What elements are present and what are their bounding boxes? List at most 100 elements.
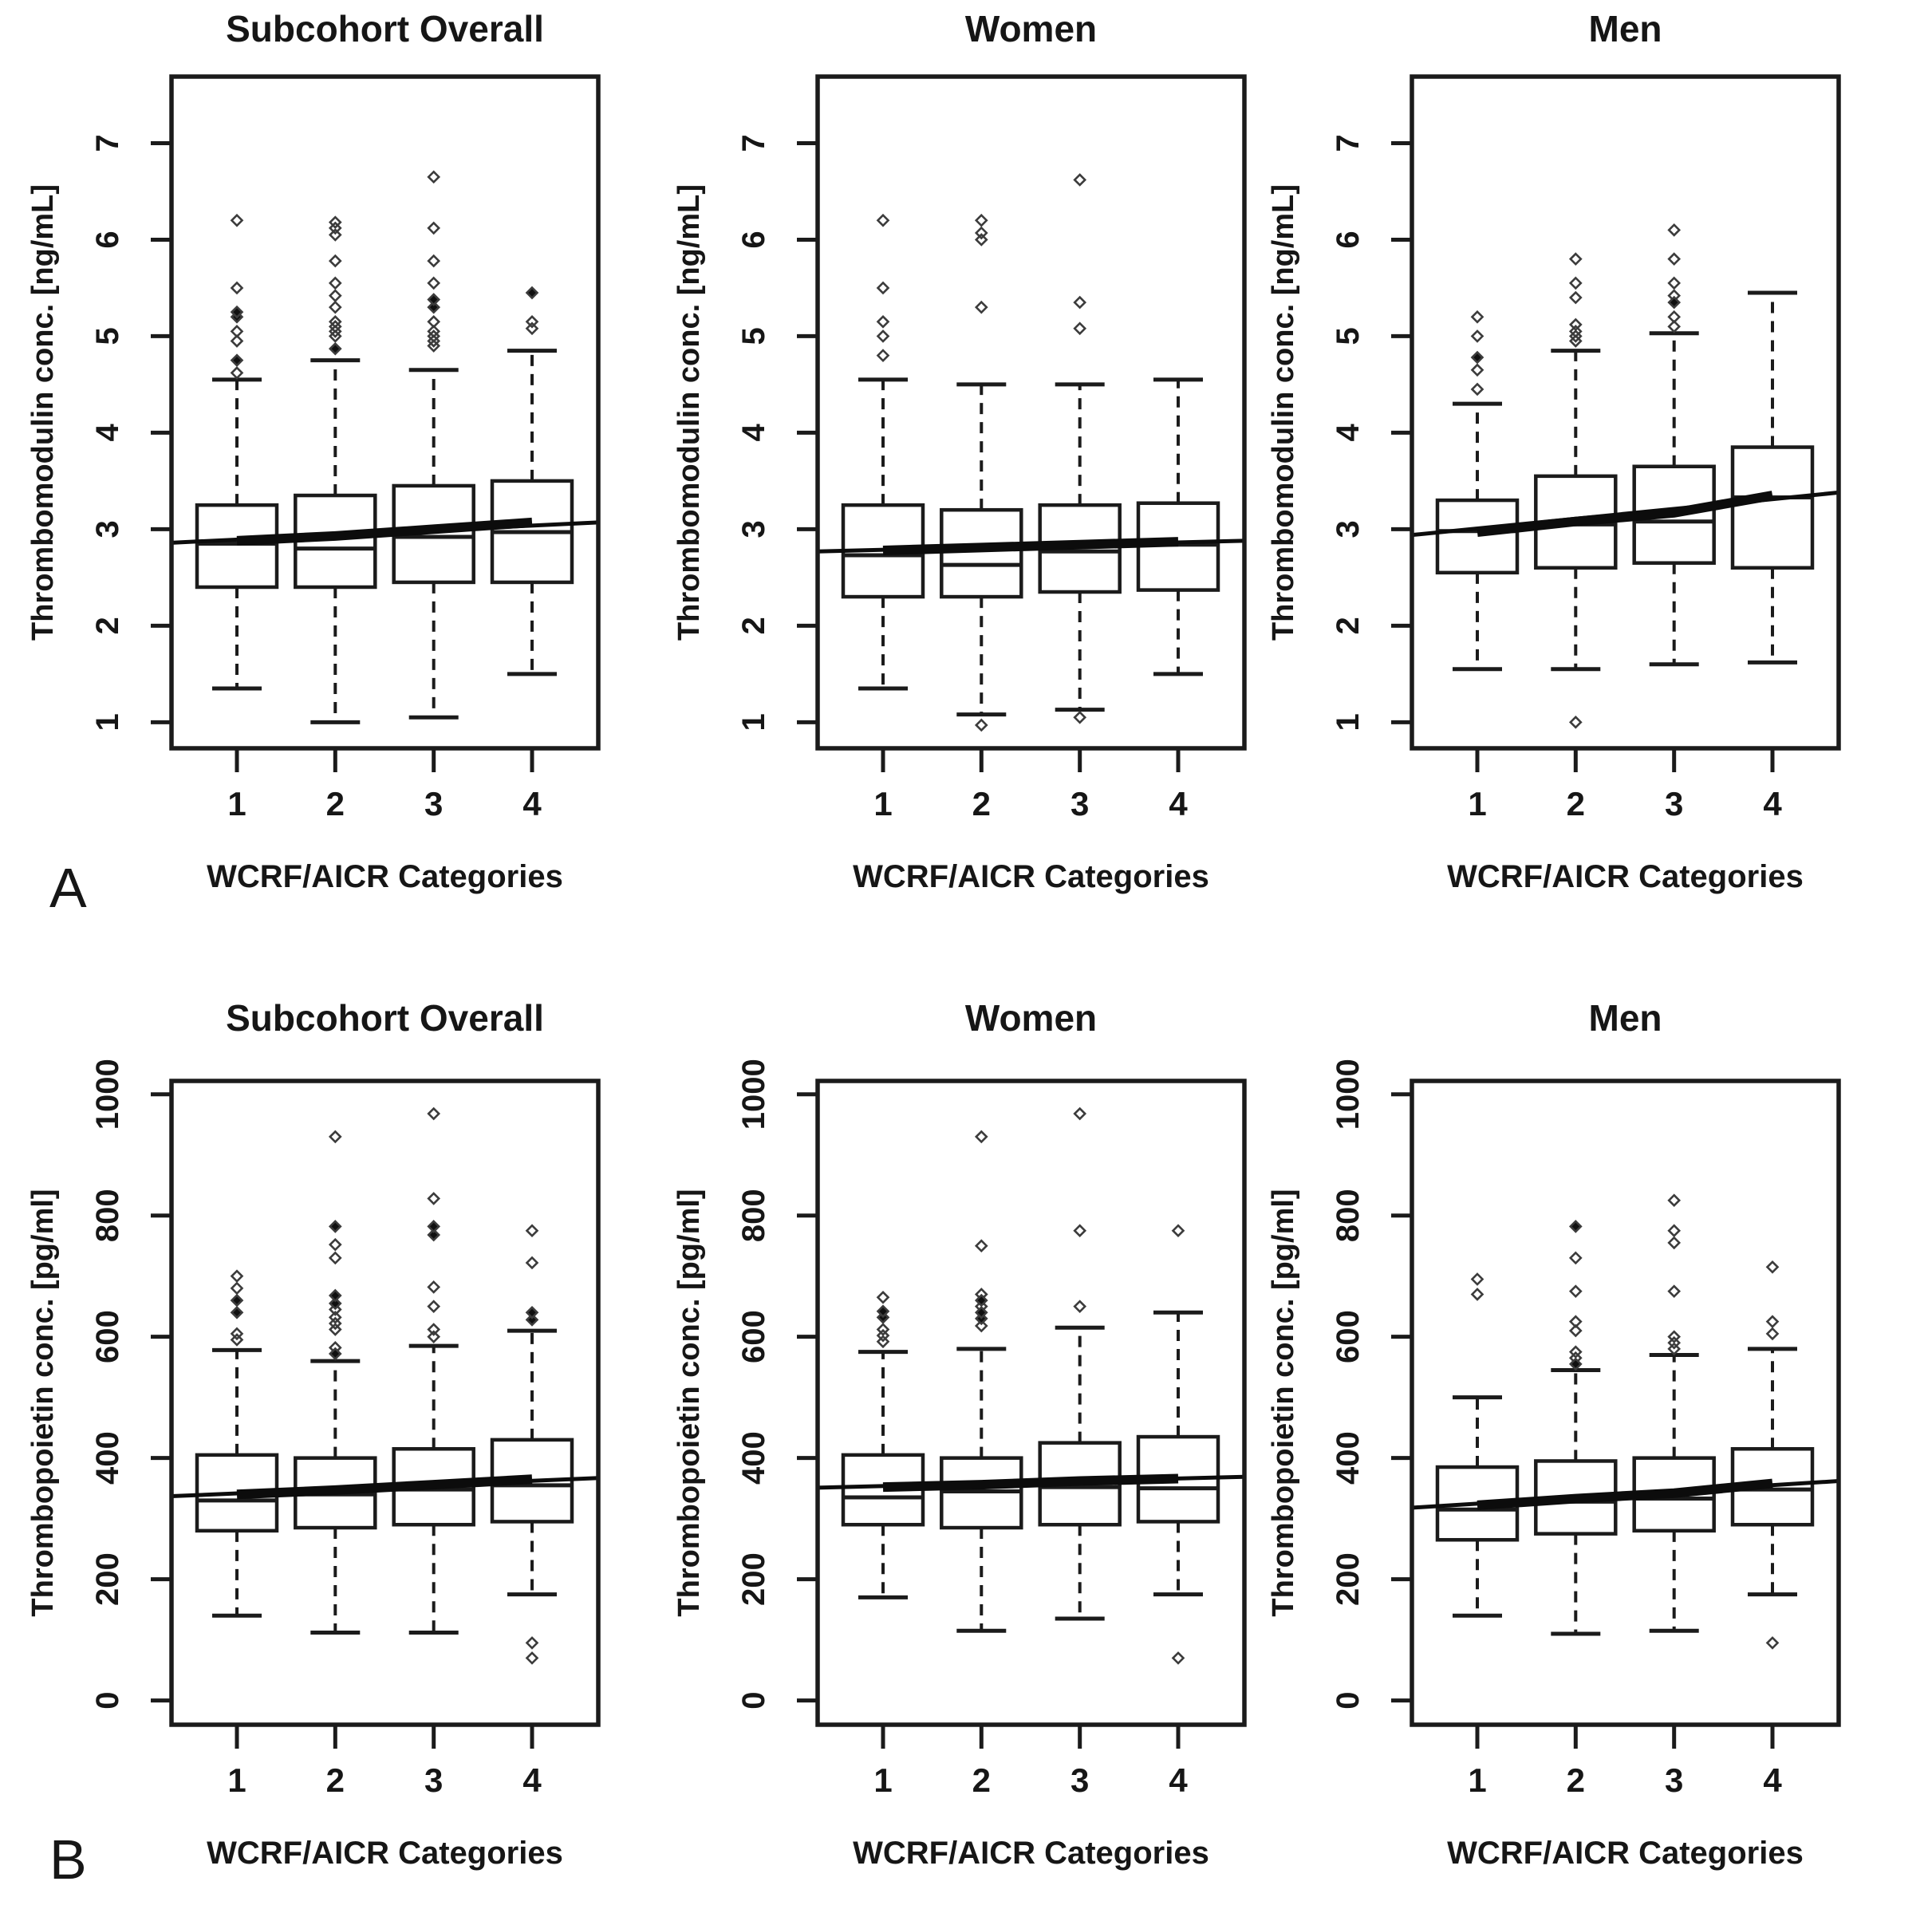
- x-axis-tick-label: 3: [1665, 785, 1683, 822]
- outlier-point-open: [1667, 1224, 1682, 1238]
- outlier-point-open: [1667, 1284, 1682, 1299]
- y-axis-tick-label: 5: [1331, 327, 1366, 345]
- outlier-point-open: [974, 1239, 988, 1253]
- outlier-point-open: [876, 349, 890, 362]
- y-axis-tick-label: 2: [90, 617, 125, 634]
- trend-line: [1411, 1479, 1839, 1510]
- outlier-point-open: [427, 1300, 441, 1314]
- outlier-point-open: [876, 1323, 890, 1336]
- y-axis-tick-label: 4: [736, 424, 771, 442]
- panel-a-women: Women Thrombomodulin conc. [ng/mL] 1 2 3 4 5 6 7…: [672, 8, 1247, 894]
- plot-border: [1410, 74, 1841, 751]
- outlier-point-open: [427, 1323, 441, 1336]
- outlier-point-open: [1568, 1345, 1583, 1359]
- x-axis-tick-label: 1: [873, 1761, 892, 1799]
- outlier-point-filled: [230, 1293, 244, 1308]
- boxplot-category-1: [195, 1347, 279, 1618]
- y-axis-tick-label: 1: [736, 713, 771, 731]
- outlier-point-open: [1765, 1260, 1780, 1274]
- outlier-point-open: [525, 321, 539, 336]
- outlier-point-open: [876, 1328, 890, 1343]
- y-axis-tick-label: 1: [1331, 713, 1366, 731]
- plot-border: [815, 74, 1247, 751]
- plot-border: [1410, 1079, 1841, 1727]
- outlier-point-open: [525, 1636, 539, 1650]
- outlier-point-open: [328, 300, 342, 314]
- outlier-point-open: [876, 1335, 890, 1349]
- trend-line: [1411, 490, 1839, 538]
- outlier-point-open: [1073, 295, 1087, 310]
- outlier-point-filled: [525, 1305, 539, 1319]
- outlier-point-open: [230, 1269, 244, 1284]
- outlier-point-open: [1667, 252, 1682, 266]
- y-axis-label: Thrombopoietin conc. [pg/ml]: [672, 1189, 706, 1616]
- x-axis-tick-label: 1: [1468, 785, 1486, 822]
- y-axis-tick-label: 600: [90, 1310, 125, 1363]
- y-axis-tick-label: 0: [1331, 1691, 1366, 1709]
- y-axis-tick-label: 3: [736, 520, 771, 538]
- outlier-point-open: [1765, 1315, 1780, 1329]
- boxplot-category-3: [1038, 1325, 1122, 1621]
- panel-row-label-b: B: [49, 1828, 87, 1891]
- outlier-point-filled: [427, 293, 441, 306]
- y-axis-tick-label: 0: [90, 1691, 125, 1709]
- outlier-point-open: [974, 300, 988, 314]
- panel-title: Subcohort Overall: [226, 8, 544, 49]
- outlier-point-filled: [525, 286, 539, 300]
- iqr-box: [940, 507, 1023, 599]
- outlier-point-open: [876, 329, 890, 343]
- boxplot-category-2: [940, 1347, 1023, 1633]
- y-axis-tick-label: 2: [1331, 617, 1366, 634]
- outlier-point-open: [230, 213, 244, 227]
- y-axis-tick-label: 0: [736, 1691, 771, 1709]
- y-axis-tick-label: 600: [1331, 1310, 1366, 1363]
- outlier-point-open: [328, 1237, 342, 1252]
- x-axis-label: WCRF/AICR Categories: [853, 859, 1209, 894]
- x-axis-tick-label: 4: [1763, 785, 1782, 822]
- outlier-point-open: [1073, 173, 1087, 187]
- outlier-point-open: [328, 1311, 342, 1324]
- outlier-point-filled: [974, 1305, 988, 1319]
- outlier-point-open: [328, 1316, 342, 1331]
- outlier-point-open: [525, 1224, 539, 1238]
- panel-b-women: Women Thrombopoietin conc. [pg/ml] 0 200 400…: [672, 997, 1247, 1871]
- outlier-point-open: [876, 213, 890, 227]
- x-axis-tick-label: 1: [873, 785, 892, 822]
- outlier-point-open: [1568, 276, 1583, 290]
- x-axis-tick-label: 3: [424, 1761, 443, 1799]
- outlier-point-open: [230, 1333, 244, 1347]
- y-axis-tick-label: 7: [1331, 134, 1366, 152]
- outlier-point-open: [974, 226, 988, 240]
- trend-line: [171, 520, 599, 545]
- outlier-point-open: [1470, 382, 1484, 396]
- outlier-point-open: [525, 1256, 539, 1270]
- outlier-point-filled: [1667, 295, 1682, 310]
- y-axis-tick-label: 6: [736, 231, 771, 248]
- x-axis-label: WCRF/AICR Categories: [207, 1836, 563, 1871]
- outlier-point-filled: [427, 1228, 441, 1242]
- y-axis-tick-label: 3: [1331, 520, 1366, 538]
- outlier-point-open: [974, 718, 988, 732]
- x-axis-tick-label: 3: [1665, 1761, 1683, 1799]
- boxplot-category-3: [392, 368, 475, 720]
- x-axis-tick-label: 3: [424, 785, 443, 822]
- y-axis-tick-label: 800: [90, 1189, 125, 1242]
- x-axis-tick-label: 4: [1169, 1761, 1188, 1799]
- outlier-point-open: [1073, 1224, 1087, 1238]
- y-axis-tick-label: 4: [1331, 424, 1366, 442]
- outlier-point-open: [230, 281, 244, 295]
- outlier-point-open: [1765, 1327, 1780, 1341]
- outlier-point-filled: [230, 305, 244, 319]
- iqr-box: [1730, 445, 1815, 570]
- iqr-box: [1435, 498, 1520, 575]
- outlier-point-open: [328, 1251, 342, 1265]
- boxplot-category-1: [195, 377, 279, 691]
- x-axis-tick-label: 4: [522, 1761, 542, 1799]
- outlier-point-open: [328, 1130, 342, 1144]
- outlier-point-open: [1568, 715, 1583, 729]
- boxplot-category-2: [1534, 349, 1618, 672]
- outlier-point-filled: [1470, 350, 1484, 365]
- outlier-point-open: [1171, 1224, 1185, 1238]
